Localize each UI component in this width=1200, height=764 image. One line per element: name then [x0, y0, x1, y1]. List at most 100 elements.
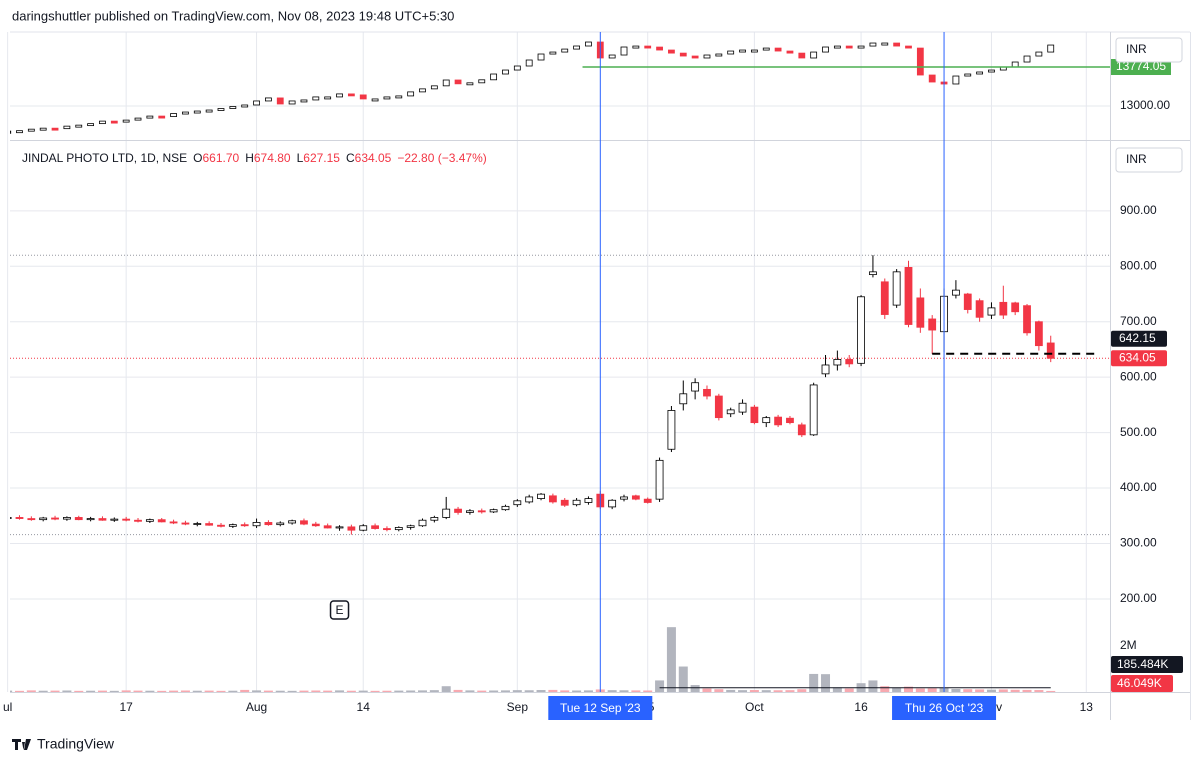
candle-body [1023, 305, 1031, 334]
comparison-candle [170, 113, 177, 117]
comparison-candle [833, 45, 841, 49]
volume-bar [666, 627, 676, 692]
volume-bar [275, 690, 285, 692]
comparison-candle [146, 115, 154, 119]
candle-body [631, 495, 640, 500]
volume-bar [370, 690, 380, 692]
comparison-candle [739, 49, 746, 53]
candle-body [406, 525, 415, 528]
candle-body [987, 307, 996, 316]
volume-bar [702, 688, 712, 692]
comparison-candle [762, 47, 770, 51]
y-tick-label: 700.00 [1120, 314, 1157, 328]
volume-bar [335, 690, 345, 692]
candle-body [122, 518, 131, 521]
comparison-candle [27, 128, 35, 132]
comparison-candle [585, 41, 592, 47]
comparison-candle [502, 69, 509, 75]
candle-body [430, 517, 439, 521]
currency-label: INR [1126, 42, 1147, 56]
comparison-candle [122, 119, 130, 123]
volume-bar [690, 685, 700, 692]
volume-bar [441, 686, 451, 692]
candle-body [62, 517, 71, 520]
candle-body [774, 416, 783, 426]
comparison-candle [253, 100, 260, 106]
volume-bar [228, 690, 238, 692]
legend-value: 627.15 [303, 151, 340, 165]
candle-body [809, 384, 818, 436]
candle-body [288, 520, 297, 524]
volume-bar [14, 690, 24, 692]
comparison-candle [703, 54, 711, 59]
candle-body [371, 525, 379, 529]
comparison-candle [87, 123, 95, 127]
y-tick-label: 400.00 [1120, 480, 1157, 494]
candle-body [1034, 321, 1043, 347]
candle-body [27, 518, 36, 521]
footer: TradingView [37, 736, 115, 752]
comparison-candle [51, 127, 59, 131]
volume-bar [868, 680, 878, 692]
comparison-candle [265, 97, 272, 102]
volume-bar [323, 690, 333, 692]
candle-body [892, 271, 901, 306]
volume-bar [465, 690, 475, 692]
comparison-candle [964, 73, 972, 77]
volume-last-label: 46.049K [1117, 676, 1162, 690]
price-label-box [1111, 330, 1167, 347]
crosshair-label: Thu 26 Oct '23 [905, 701, 984, 715]
volume-bar [797, 689, 807, 692]
volume-bar [903, 686, 913, 692]
volume-bar [133, 690, 143, 692]
comparison-candle [276, 97, 284, 105]
price-label: 634.05 [1119, 350, 1156, 364]
volume-bar [358, 690, 368, 692]
volume-bar [429, 690, 439, 692]
volume-bar [216, 690, 226, 692]
comparison-candle [288, 100, 296, 105]
volume-bar [477, 690, 487, 692]
comparison-candle [668, 49, 675, 54]
volume-bar [109, 690, 119, 692]
volume-bar [548, 689, 558, 692]
comparison-candle [750, 49, 758, 53]
candle-body [857, 296, 865, 364]
comparison-candle [857, 45, 865, 49]
y-tick-label: 13000.00 [1120, 98, 1170, 112]
candle-body [442, 508, 451, 518]
candle-body [513, 500, 522, 506]
comparison-candle [99, 120, 106, 125]
candle-body [762, 417, 771, 424]
candle-body [904, 267, 913, 325]
candle-body [999, 301, 1008, 316]
comparison-candle [881, 42, 889, 46]
candle-body [845, 359, 854, 365]
volume-bar [678, 666, 688, 692]
comparison-candle [691, 55, 699, 59]
candle-body [726, 409, 735, 415]
candle-body [963, 293, 972, 310]
comparison-candle [715, 53, 723, 57]
volume-bar [287, 690, 297, 692]
comparison-candle [620, 46, 628, 56]
volume-bar [62, 690, 72, 692]
volume-bar [749, 690, 759, 692]
candle-body [15, 517, 24, 519]
comparison-candle [513, 65, 521, 71]
volume-bar [583, 690, 593, 692]
volume-bar [1034, 690, 1044, 692]
candle-body [323, 525, 332, 529]
candle-body [169, 521, 178, 524]
volume-bar [263, 690, 273, 692]
x-tick-label: ul [3, 700, 12, 714]
x-tick-label: Oct [745, 700, 764, 714]
volume-bar [607, 690, 617, 692]
volume-bar [299, 690, 309, 692]
comparison-candle [905, 45, 912, 49]
comparison-candle [774, 47, 782, 52]
y-tick-label: 300.00 [1120, 536, 1157, 550]
comparison-candle [75, 124, 83, 128]
volume-bar [192, 690, 202, 692]
comparison-candle [976, 71, 984, 75]
